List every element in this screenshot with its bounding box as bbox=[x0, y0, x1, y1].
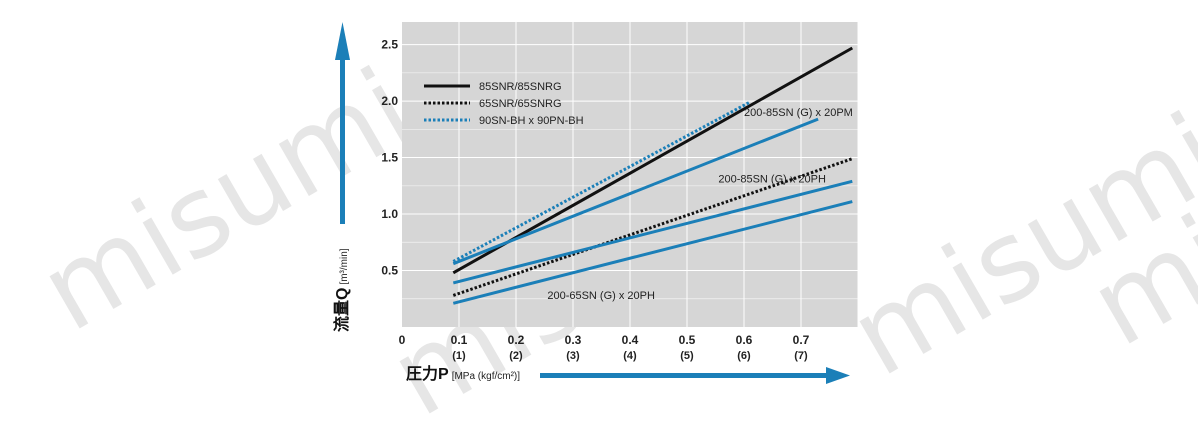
annotation-label-2: 200-65SN (G) x 20PH bbox=[547, 290, 655, 302]
series-line-4 bbox=[452, 179, 853, 285]
x-tick-kgf-4: (4) bbox=[623, 350, 637, 362]
x-tick-kgf-3: (3) bbox=[566, 350, 580, 362]
flow-pressure-chart: 85SNR/85SNRG 65SNR/65SNRG 90SN-BH x 90PN-B… bbox=[332, 22, 859, 384]
series-line-0 bbox=[452, 46, 854, 275]
y-axis-title-unit: [m³/min] bbox=[339, 248, 350, 284]
x-tick-kgf-6: (6) bbox=[737, 350, 751, 362]
series-line-1 bbox=[452, 157, 853, 297]
x-tick-label-7: 0.7 bbox=[793, 333, 810, 347]
x-axis-title-unit: [MPa (kgf/cm²)] bbox=[452, 371, 521, 382]
x-tick-kgf-2: (2) bbox=[509, 350, 523, 362]
y-tick-label-2: 1.5 bbox=[381, 151, 398, 165]
y-tick-label-1: 1.0 bbox=[381, 207, 398, 221]
y-tick-label-3: 2.0 bbox=[381, 94, 398, 108]
y-tick-label-4: 2.5 bbox=[381, 38, 398, 52]
x-axis-arrow-shaft bbox=[540, 373, 830, 378]
y-axis-title-main: 流量Q bbox=[332, 288, 351, 332]
legend-label-1: 65SNR/65SNRG bbox=[479, 98, 562, 110]
x-tick-label-0: 0 bbox=[399, 333, 406, 347]
x-axis-arrow-head bbox=[826, 367, 850, 384]
x-axis-title-main: 圧力P bbox=[406, 364, 449, 383]
y-axis-title: 流量Q [m³/min] bbox=[332, 248, 351, 332]
annotation-label-1: 200-85SN (G) x 20PH bbox=[718, 173, 826, 185]
x-axis-title: 圧力P [MPa (kgf/cm²)] bbox=[406, 364, 520, 383]
x-tick-label-6: 0.6 bbox=[736, 333, 753, 347]
x-tick-label-3: 0.3 bbox=[565, 333, 582, 347]
x-tick-label-4: 0.4 bbox=[622, 333, 639, 347]
legend-label-0: 85SNR/85SNRG bbox=[479, 81, 562, 93]
legend-label-2: 90SN-BH x 90PN-BH bbox=[479, 115, 584, 127]
y-axis-arrow-shaft bbox=[340, 58, 345, 224]
annotation-label-0: 200-85SN (G) x 20PM bbox=[744, 107, 853, 119]
x-tick-kgf-1: (1) bbox=[452, 350, 466, 362]
y-axis-arrow-head bbox=[335, 22, 350, 60]
series-line-5 bbox=[452, 200, 853, 305]
x-tick-label-5: 0.5 bbox=[679, 333, 696, 347]
x-tick-label-2: 0.2 bbox=[508, 333, 525, 347]
y-tick-label-0: 0.5 bbox=[381, 264, 398, 278]
x-tick-label-1: 0.1 bbox=[451, 333, 468, 347]
series-line-3 bbox=[452, 117, 819, 266]
series-line-2 bbox=[452, 100, 751, 263]
x-tick-kgf-5: (5) bbox=[680, 350, 694, 362]
chart-container: misumi misumi misumi misumi 85SNR/85SNRG… bbox=[20, 22, 1198, 441]
x-tick-kgf-7: (7) bbox=[794, 350, 808, 362]
